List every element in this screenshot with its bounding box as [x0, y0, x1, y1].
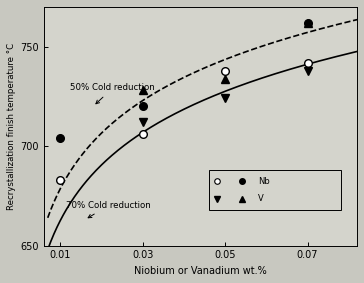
Text: Nb: Nb [258, 177, 270, 186]
Bar [209, 170, 341, 210]
Text: V: V [258, 194, 264, 203]
Text: 70% Cold reduction: 70% Cold reduction [66, 201, 151, 218]
Y-axis label: Recrystallization finish temperature °C: Recrystallization finish temperature °C [7, 43, 16, 210]
Text: 50% Cold reduction: 50% Cold reduction [70, 83, 155, 104]
X-axis label: Niobium or Vanadium wt.%: Niobium or Vanadium wt.% [134, 266, 267, 276]
